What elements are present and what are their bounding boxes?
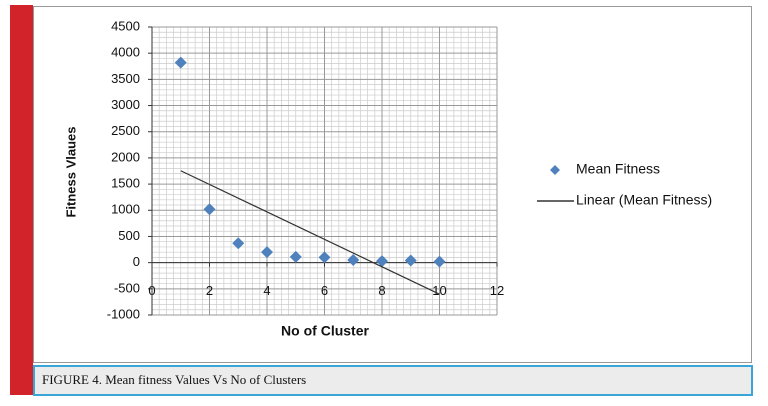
y-tick-label: -1000 — [107, 306, 140, 321]
x-tick-label: 8 — [378, 283, 385, 298]
y-tick-label: -500 — [114, 280, 140, 295]
x-tick-label: 12 — [490, 283, 504, 298]
data-point — [318, 251, 331, 264]
x-tick-label: 2 — [206, 283, 213, 298]
data-point — [376, 255, 388, 268]
data-point — [174, 56, 187, 69]
y-axis-label: Fitness Vlaues — [63, 126, 78, 217]
legend-label: Linear (Mean Fitness) — [576, 192, 712, 208]
y-tick-label: 4500 — [111, 18, 140, 33]
x-axis-label: No of Cluster — [281, 323, 369, 339]
y-tick-label: 3500 — [111, 71, 140, 86]
caption-box — [33, 365, 753, 396]
data-point — [347, 254, 360, 267]
y-tick-label: 2500 — [111, 123, 140, 138]
y-tick-label: 1500 — [111, 176, 140, 191]
data-point — [433, 255, 446, 268]
data-point — [261, 246, 273, 259]
y-tick-label: 500 — [118, 228, 140, 243]
legend-label: Mean Fitness — [576, 161, 660, 177]
data-point — [404, 254, 417, 267]
x-tick-label: 4 — [263, 283, 270, 298]
x-tick-label: 10 — [432, 283, 446, 298]
trend-line — [180, 170, 440, 295]
side-bar — [10, 5, 33, 395]
y-tick-label: 4000 — [111, 45, 140, 60]
data-point — [289, 250, 302, 263]
data-point — [232, 237, 245, 250]
caption: FIGURE 4. Mean fitness Values Vs No of C… — [42, 372, 306, 387]
y-tick-label: 3000 — [111, 97, 140, 112]
y-tick-label: 1000 — [111, 202, 140, 217]
legend-swatch — [550, 165, 560, 175]
y-tick-label: 2000 — [111, 149, 140, 164]
x-tick-label: 6 — [321, 283, 328, 298]
data-point — [203, 203, 216, 216]
y-tick-label: 0 — [133, 254, 140, 269]
